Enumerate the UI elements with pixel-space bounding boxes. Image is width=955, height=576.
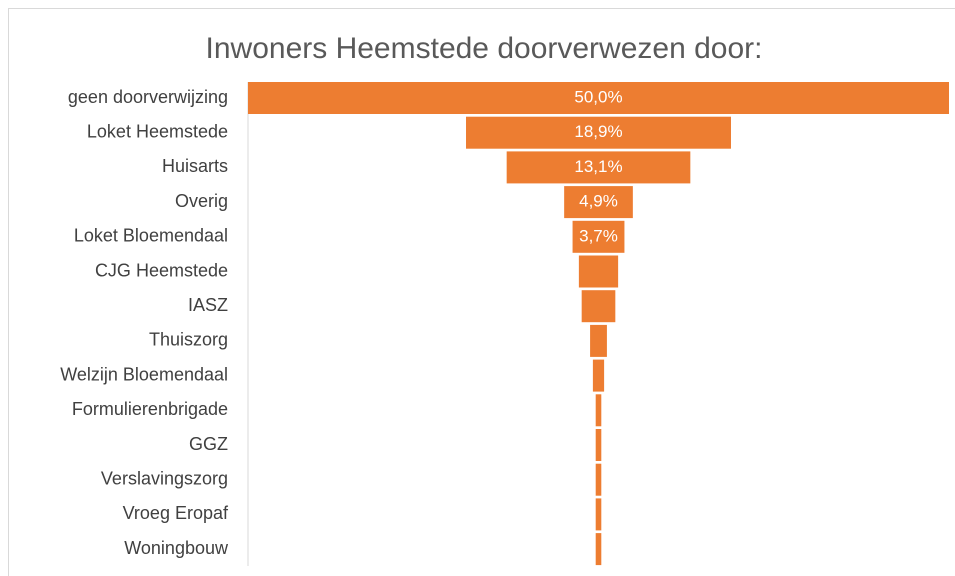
funnel-bar bbox=[581, 290, 616, 323]
value-label: 4,9% bbox=[579, 192, 618, 211]
category-label: IASZ bbox=[188, 295, 228, 315]
funnel-bar bbox=[564, 186, 633, 219]
funnel-bar bbox=[248, 82, 949, 114]
funnel-bar bbox=[506, 151, 691, 184]
funnel-bar bbox=[590, 324, 607, 357]
chart-border bbox=[8, 8, 955, 576]
funnel-bar bbox=[595, 394, 602, 427]
category-label: Loket Heemstede bbox=[87, 121, 228, 141]
funnel-bar bbox=[466, 116, 731, 149]
funnel-bar bbox=[595, 429, 602, 461]
category-label: Loket Bloemendaal bbox=[74, 226, 228, 246]
category-label: geen doorverwijzing bbox=[68, 87, 228, 107]
funnel-bar bbox=[595, 533, 602, 566]
category-label: Verslavingszorg bbox=[101, 468, 228, 488]
funnel-bar bbox=[578, 255, 619, 288]
chart-title: Inwoners Heemstede doorverwezen door: bbox=[206, 32, 763, 65]
funnel-bar bbox=[592, 359, 605, 392]
value-label: 50,0% bbox=[574, 87, 622, 106]
category-label: Woningbouw bbox=[124, 538, 229, 558]
value-label: 18,9% bbox=[574, 122, 622, 141]
funnel-bar bbox=[595, 463, 602, 496]
value-label: 3,7% bbox=[579, 226, 618, 245]
category-label: Huisarts bbox=[162, 156, 228, 176]
value-label: 13,1% bbox=[574, 157, 622, 176]
category-label: Welzijn Bloemendaal bbox=[60, 364, 228, 384]
category-label: Overig bbox=[175, 191, 228, 211]
category-label: Thuiszorg bbox=[149, 330, 228, 350]
category-label: Formulierenbrigade bbox=[72, 399, 228, 419]
category-label: CJG Heemstede bbox=[95, 260, 228, 280]
category-label: GGZ bbox=[189, 434, 228, 454]
funnel-bar bbox=[595, 498, 602, 531]
category-label: Vroeg Eropaf bbox=[123, 503, 229, 523]
funnel-bar bbox=[572, 220, 625, 253]
